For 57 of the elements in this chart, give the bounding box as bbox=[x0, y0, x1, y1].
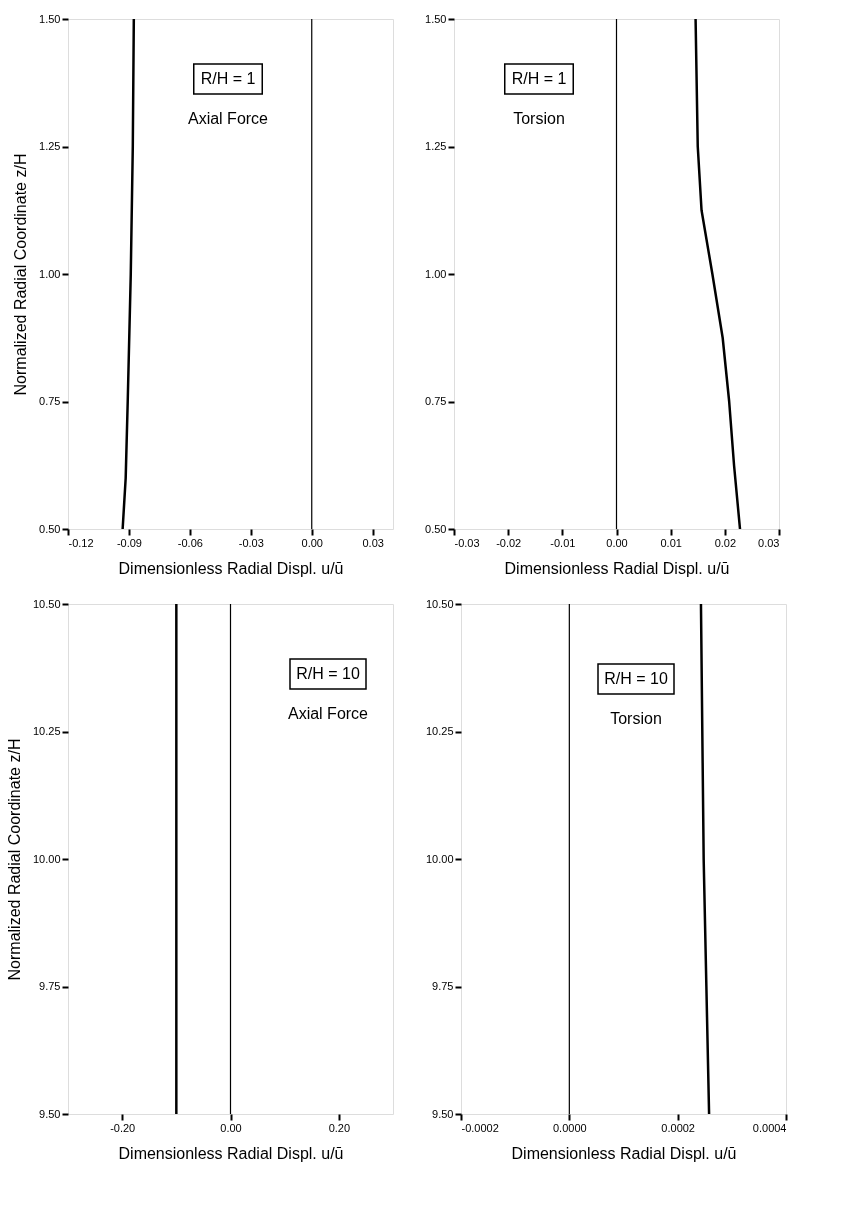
x-tick-label: -0.03 bbox=[454, 536, 480, 549]
y-tick-label: 10.50 bbox=[425, 597, 454, 610]
annotation: R/H = 1 bbox=[511, 70, 567, 87]
x-tick-label: 0.00 bbox=[606, 536, 628, 549]
x-tick-label: -0.12 bbox=[68, 536, 94, 549]
x-tick-label: -0.09 bbox=[116, 536, 142, 549]
x-tick-label: 0.00 bbox=[220, 1121, 242, 1134]
annotation: R/H = 1 bbox=[200, 70, 256, 87]
x-tick-label: 0.02 bbox=[714, 536, 737, 549]
y-axis-title: Normalized Radial Coordinate z/H bbox=[5, 738, 23, 981]
x-tick-label: 0.0002 bbox=[661, 1121, 695, 1134]
y-tick-label: 9.50 bbox=[39, 1107, 61, 1120]
y-tick-label: 9.75 bbox=[432, 980, 454, 992]
y-tick-label: 1.50 bbox=[39, 12, 61, 25]
x-tick-label: 0.0000 bbox=[553, 1121, 587, 1134]
x-axis-title: Dimensionless Radial Displ. u/ū bbox=[504, 559, 730, 577]
y-tick-label: 10.25 bbox=[32, 725, 61, 737]
y-axis-title: Normalized Radial Coordinate z/H bbox=[12, 153, 30, 396]
annotation: R/H = 10 bbox=[296, 665, 360, 682]
annotation: Axial Force bbox=[287, 705, 369, 722]
x-tick-label: 0.00 bbox=[301, 536, 323, 549]
x-tick-label: -0.01 bbox=[550, 536, 576, 549]
line-series bbox=[121, 17, 136, 531]
y-tick-label: 0.75 bbox=[39, 395, 61, 407]
x-tick-label: -0.02 bbox=[496, 536, 522, 549]
x-tick-label: -0.0002 bbox=[461, 1121, 499, 1134]
y-tick-label: 0.50 bbox=[425, 522, 447, 535]
annotation: Torsion bbox=[513, 110, 565, 127]
y-tick-label: 10.00 bbox=[32, 852, 61, 865]
annotation: Torsion bbox=[610, 710, 662, 727]
x-tick-label: 0.03 bbox=[362, 536, 384, 549]
x-axis-title: Dimensionless Radial Displ. u/ū bbox=[118, 1144, 344, 1162]
line-series bbox=[694, 17, 742, 531]
y-tick-label: 1.50 bbox=[425, 12, 447, 25]
x-axis-title: Dimensionless Radial Displ. u/ū bbox=[118, 559, 344, 577]
annotation: Axial Force bbox=[187, 110, 269, 127]
x-tick-label: 0.03 bbox=[758, 536, 780, 549]
y-tick-label: 1.25 bbox=[39, 140, 61, 152]
y-tick-label: 1.00 bbox=[39, 267, 61, 280]
x-tick-label: -0.20 bbox=[110, 1121, 136, 1134]
y-tick-label: 1.00 bbox=[425, 267, 447, 280]
y-tick-label: 10.50 bbox=[32, 597, 61, 610]
x-axis-title: Dimensionless Radial Displ. u/ū bbox=[511, 1144, 737, 1162]
y-tick-label: 1.25 bbox=[425, 140, 447, 152]
x-tick-label: -0.06 bbox=[177, 536, 203, 549]
y-tick-label: 0.50 bbox=[39, 522, 61, 535]
x-tick-label: 0.0004 bbox=[752, 1121, 787, 1134]
x-tick-label: 0.01 bbox=[660, 536, 682, 549]
y-tick-label: 9.50 bbox=[432, 1107, 454, 1120]
line-series bbox=[699, 602, 711, 1116]
x-tick-label: -0.03 bbox=[238, 536, 264, 549]
y-tick-label: 10.00 bbox=[425, 852, 454, 865]
y-tick-label: 0.75 bbox=[425, 395, 447, 407]
y-tick-label: 10.25 bbox=[425, 725, 454, 737]
annotation: R/H = 10 bbox=[604, 670, 668, 687]
y-tick-label: 9.75 bbox=[39, 980, 61, 992]
x-tick-label: 0.20 bbox=[328, 1121, 351, 1134]
